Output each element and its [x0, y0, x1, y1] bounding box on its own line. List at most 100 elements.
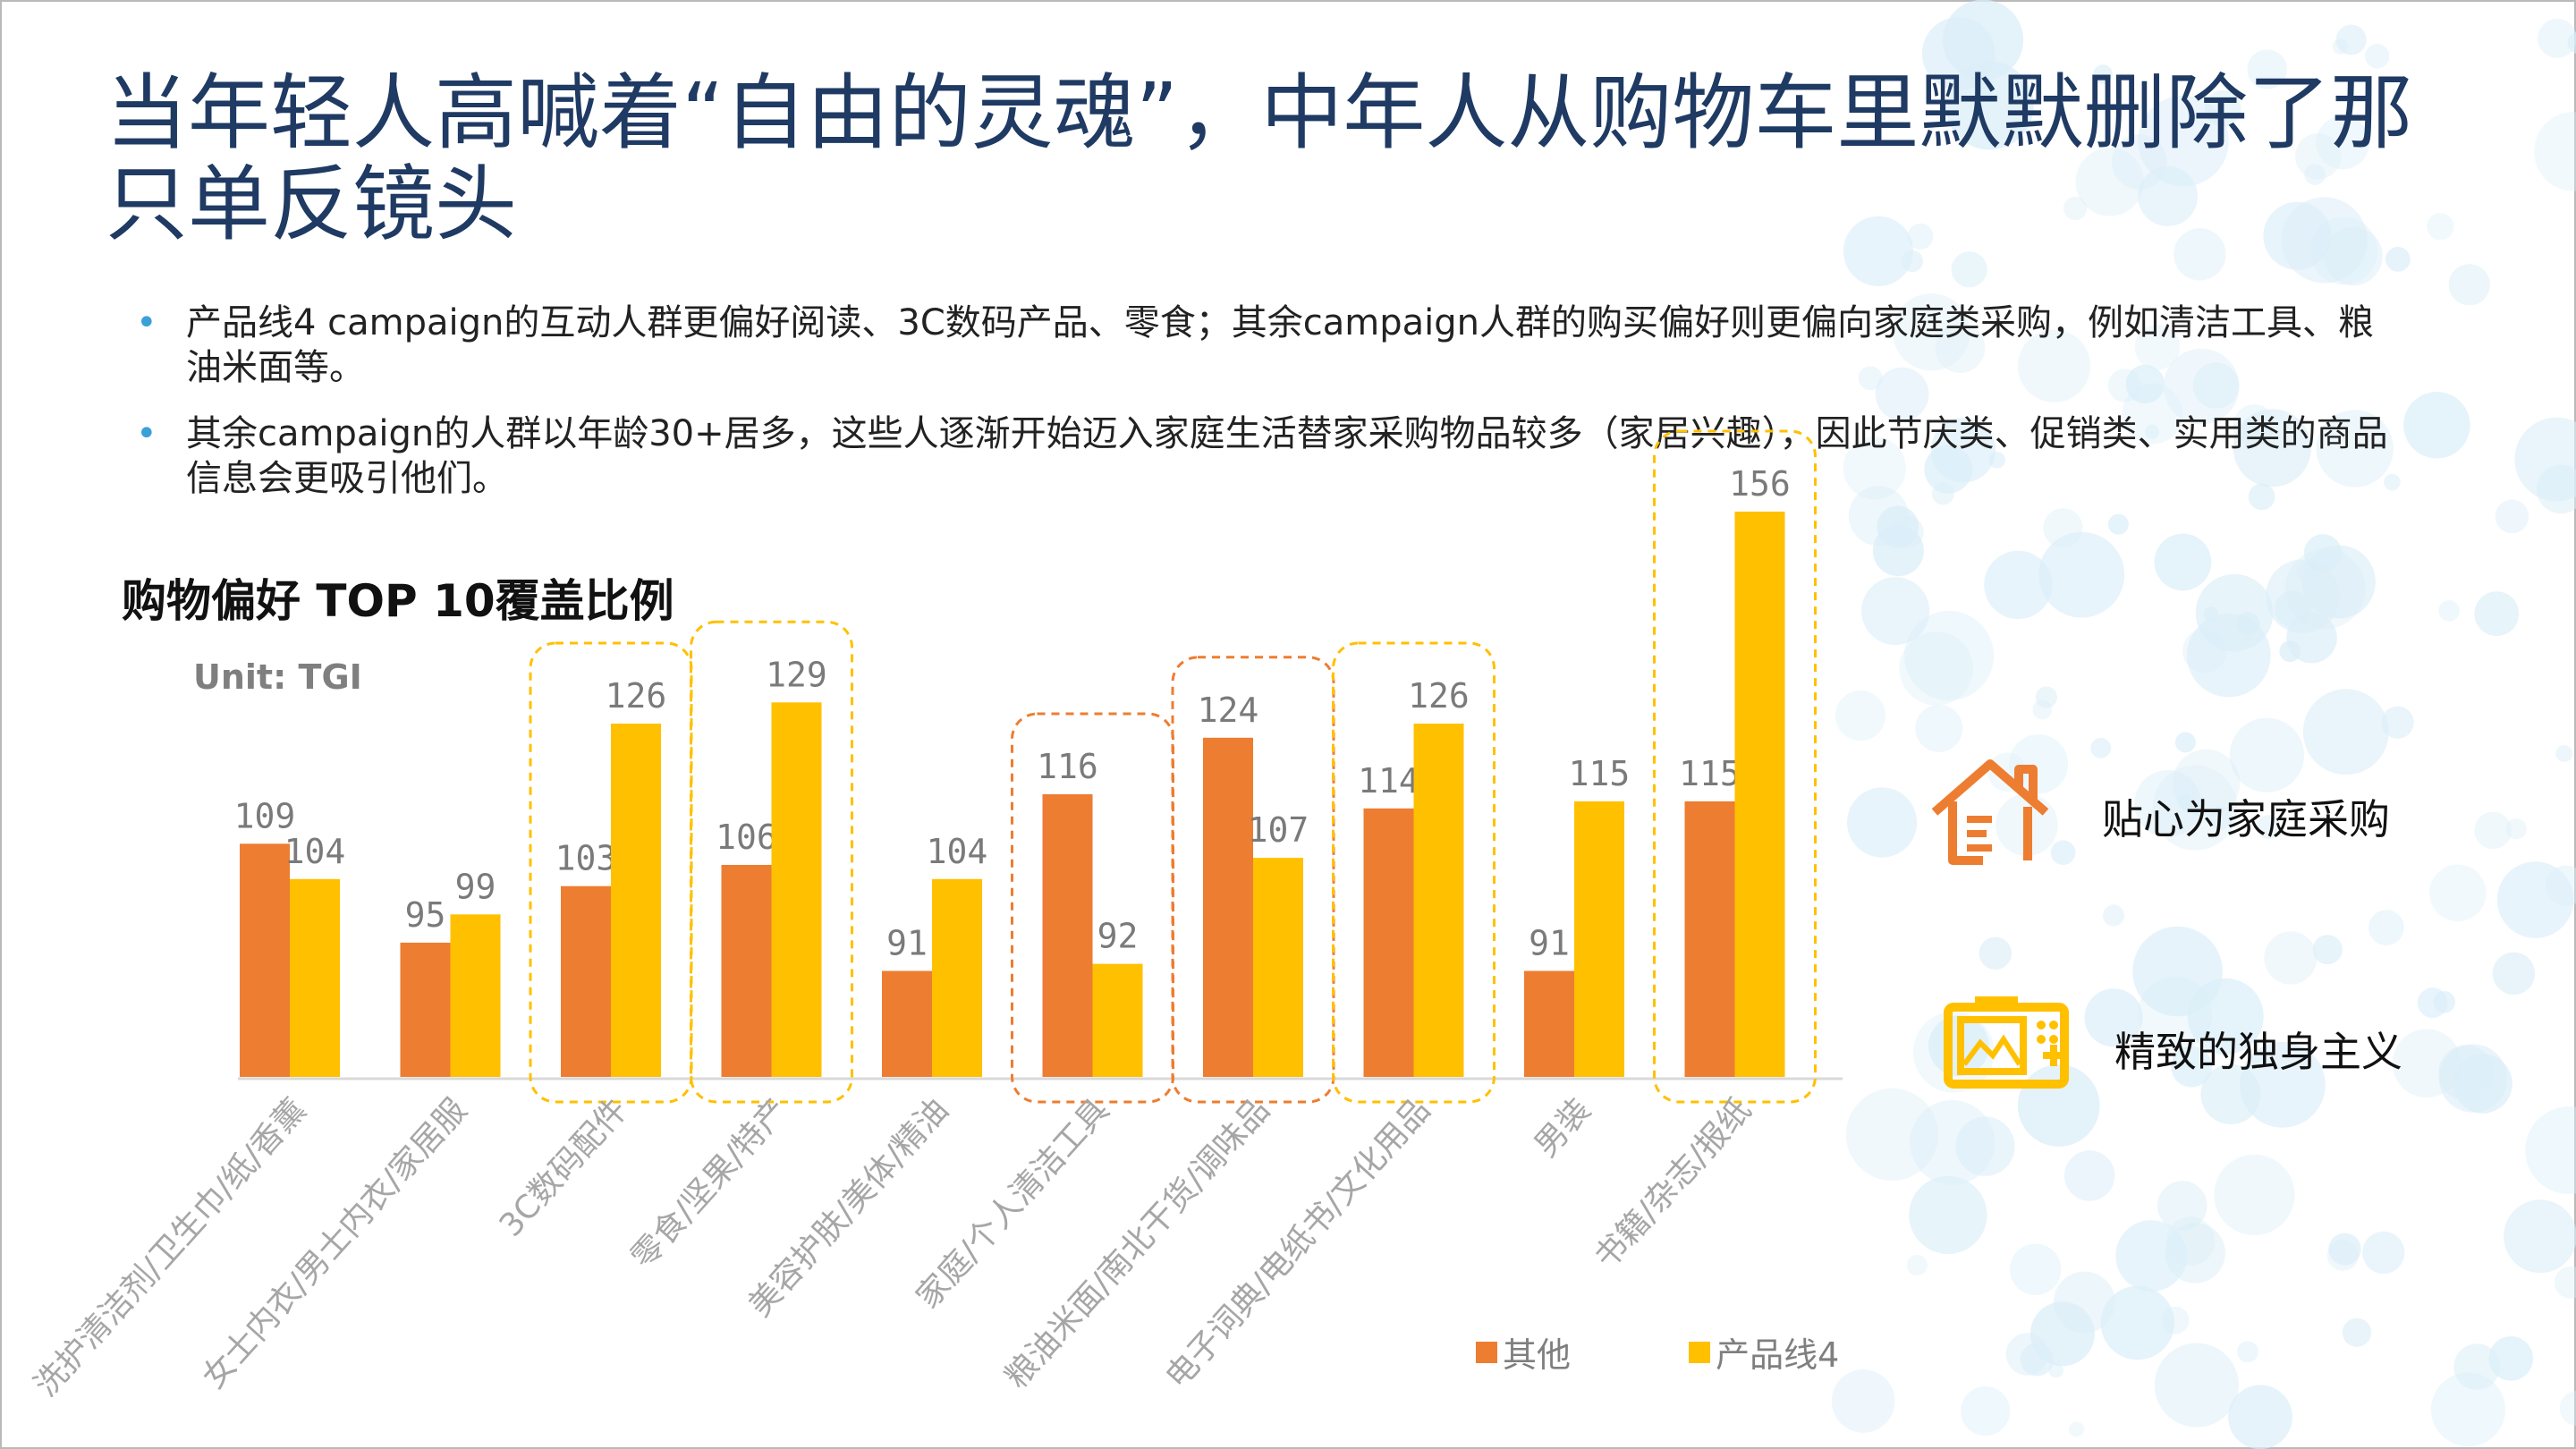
bubble-dot	[2381, 706, 2414, 739]
bubble-dot	[2474, 811, 2512, 850]
bar-line4	[290, 878, 340, 1077]
bar-line4	[1092, 963, 1143, 1077]
bubble-dot	[2233, 409, 2311, 487]
bubble-dot	[1955, 1116, 2015, 1176]
bubble-dot	[2172, 749, 2241, 818]
side-note-single: 精致的独身主义	[2114, 1028, 2402, 1076]
bubble-dot	[1921, 17, 1996, 90]
category-label: 洗护清洁剂/卫生巾/纸/香薰	[28, 1092, 314, 1404]
data-label: 91	[886, 924, 928, 963]
bar-other	[1524, 970, 1574, 1077]
bubble-dot	[2161, 1306, 2190, 1335]
bubble-dot	[2316, 115, 2370, 170]
bubble-dot	[1893, 293, 1970, 371]
bubble-dot	[2174, 228, 2226, 281]
bubble-dot	[2495, 499, 2529, 534]
category-label: 零食/坚果/特产	[624, 1092, 795, 1276]
chart-title: 购物偏好 TOP 10覆盖比例	[122, 575, 674, 627]
category-label: 3C数码配件	[493, 1092, 635, 1244]
bar-other	[882, 970, 932, 1077]
bubble-dot	[2228, 1385, 2292, 1449]
bubble-dot	[1909, 1175, 1987, 1254]
bubble-dot	[2138, 95, 2229, 187]
highlight-box	[690, 620, 853, 1104]
bullet-item: • 其余campaign的人群以年龄30+居多，这些人逐渐开始迈入家庭生活替家采购…	[136, 411, 2408, 501]
bubble-dot	[2122, 383, 2183, 445]
data-label: 129	[766, 655, 827, 694]
bubble-dot	[2145, 424, 2159, 439]
highlight-box	[1653, 429, 1817, 1104]
bubble-dot	[2171, 1046, 2213, 1088]
bubble-dot	[1984, 550, 2053, 620]
legend-label-line4: 产品线4	[1716, 1335, 1840, 1375]
bullet-dot-icon: •	[136, 413, 157, 454]
data-label: 114	[1358, 761, 1419, 801]
bubble-dot	[1845, 1088, 1938, 1181]
data-label: 126	[1408, 676, 1470, 716]
legend-swatch-line4	[1689, 1341, 1711, 1363]
data-label: 103	[555, 839, 617, 878]
bubble-dot	[1847, 787, 1918, 858]
bubble-dot	[2177, 794, 2193, 810]
chart-legend: 其他 产品线4	[1476, 1327, 1839, 1377]
bullet-list: • 产品线4 campaign的互动人群更偏好阅读、3C数码产品、零食；其余cam…	[136, 301, 2408, 522]
bar-other	[1684, 801, 1735, 1077]
data-label: 92	[1097, 917, 1139, 956]
bar-line4	[1253, 858, 1303, 1077]
bubble-dot	[2514, 417, 2576, 502]
bubble-dot	[2335, 24, 2367, 55]
data-label: 116	[1037, 747, 1098, 786]
bubble-dot	[2157, 1181, 2207, 1231]
bar-line4	[1574, 801, 1624, 1077]
bubble-dot	[2438, 1044, 2508, 1113]
bubble-dot	[2429, 864, 2487, 922]
bar-line4	[450, 914, 501, 1077]
bubble-dot	[2208, 806, 2233, 830]
bullet-text: 其余campaign的人群以年龄30+居多，这些人逐渐开始迈入家庭生活替家采购物…	[186, 413, 2388, 499]
bubble-dot	[2048, 1362, 2063, 1378]
bubble-dot	[2029, 1301, 2095, 1367]
bubble-dot	[2368, 910, 2404, 945]
bubble-dot	[2545, 865, 2576, 906]
bubble-dot	[1858, 366, 1883, 391]
bubble-dot	[2295, 133, 2342, 180]
bubble-dot	[2431, 1372, 2505, 1447]
slide-title: 当年轻人高喊着“自由的灵魂”，中年人从购物车里默默删除了那只单反镜头	[106, 65, 2413, 252]
bubble-dot	[2163, 348, 2240, 425]
bubble-dot	[2174, 732, 2196, 753]
bar-other	[1203, 737, 1253, 1077]
bubble-dot	[2427, 213, 2454, 241]
category-label: 电子词典/电纸书/文化用品	[1159, 1092, 1438, 1396]
bubble-dot	[2229, 717, 2304, 792]
bubble-dot	[1979, 936, 2012, 970]
side-note-family: 贴心为家庭采购	[2102, 795, 2390, 843]
bubble-dot	[2107, 513, 2129, 535]
bubble-dot	[2063, 196, 2088, 221]
bubble-dot	[2084, 988, 2143, 1047]
bar-line4	[932, 878, 982, 1077]
data-label: 126	[606, 676, 667, 716]
bubble-dot	[2326, 1239, 2359, 1271]
bubble-dot	[1877, 505, 1919, 548]
bar-other	[721, 865, 772, 1077]
bubble-dot	[1903, 610, 1995, 701]
bubble-dot	[2237, 1341, 2258, 1363]
bubble-dot	[2362, 1231, 2405, 1274]
bubble-dot	[2038, 531, 2125, 618]
bubble-dot	[2448, 264, 2490, 306]
bar-other	[561, 886, 611, 1077]
bar-other	[400, 942, 451, 1077]
data-label: 107	[1248, 810, 1309, 850]
bubble-dot	[2328, 1233, 2361, 1266]
category-label: 男装	[1528, 1092, 1598, 1165]
bubble-dot	[2304, 164, 2326, 186]
bubble-dot	[2403, 392, 2470, 459]
bubble-dot	[2248, 483, 2275, 511]
bubble-dot	[2433, 991, 2455, 1013]
category-label: 书籍/杂志/报纸	[1588, 1092, 1758, 1276]
bubble-dot	[2365, 44, 2390, 69]
bubble-dot	[1906, 1254, 1928, 1276]
